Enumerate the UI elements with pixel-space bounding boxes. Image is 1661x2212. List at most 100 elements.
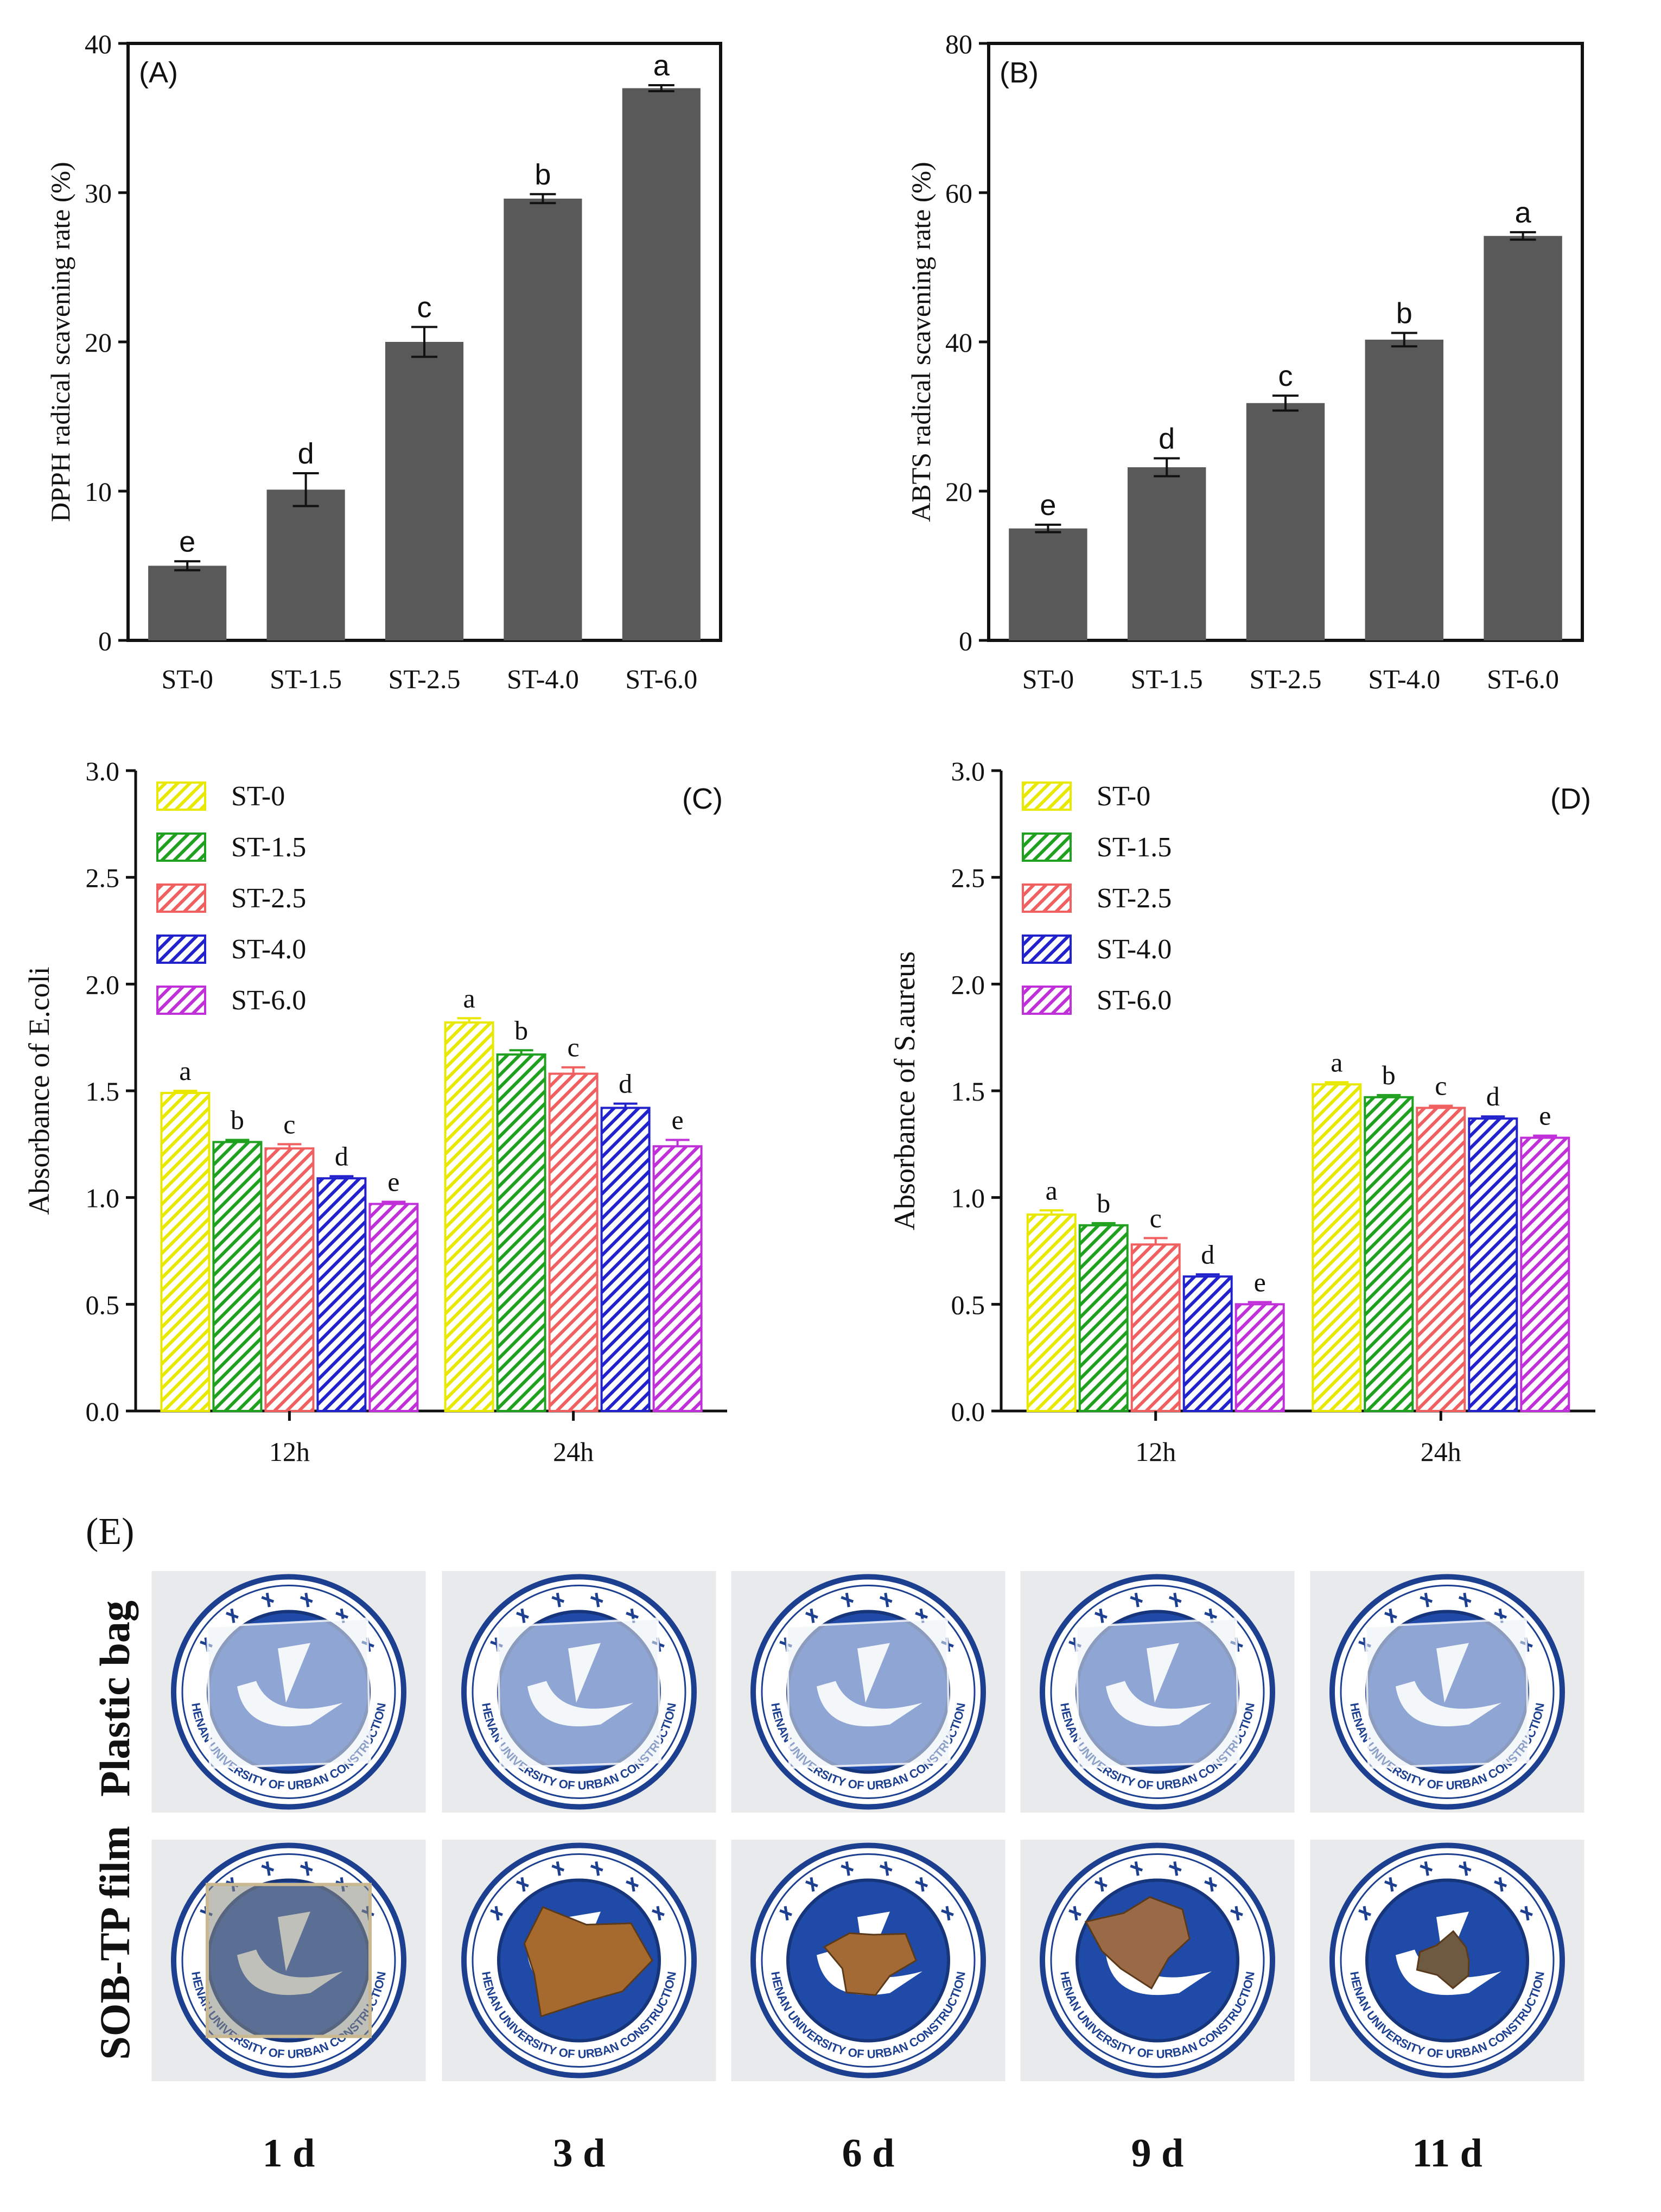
legend-label-ST-2.5: ST-2.5 xyxy=(1097,883,1172,914)
logo-calligraphy-glyph xyxy=(551,1592,565,1607)
logo-calligraphy-glyph xyxy=(941,1906,954,1921)
panel-e-label: (E) xyxy=(86,1511,134,1553)
logo-calligraphy-glyph xyxy=(805,1877,818,1892)
logo-calligraphy-glyph xyxy=(1168,1592,1182,1607)
significance-letter: c xyxy=(1278,360,1293,392)
plastic-bag-sheet xyxy=(496,1617,662,1769)
y-tick-label: 60 xyxy=(945,178,972,208)
logo-calligraphy-glyph xyxy=(626,1877,639,1892)
bar-ST-0 xyxy=(1009,528,1087,640)
significance-letter: e xyxy=(1254,1267,1266,1297)
bar-ST-4.0 xyxy=(504,199,582,640)
photo-sob-tp-film-day-4: HENAN UNIVERSITY OF URBAN CONSTRUCTION xyxy=(1020,1840,1295,2081)
y-tick-label: 1.0 xyxy=(951,1183,985,1213)
legend-label-ST-4.0: ST-4.0 xyxy=(1097,934,1172,965)
logo-calligraphy-glyph xyxy=(1458,1592,1472,1607)
significance-letter: b xyxy=(534,158,551,191)
bar-ST-4.0-24h xyxy=(1468,1117,1518,1412)
y-tick-label: 0.0 xyxy=(86,1396,120,1427)
sob-tp-film-sample xyxy=(1084,1896,1191,1990)
significance-letter: b xyxy=(514,1015,528,1045)
y-tick-label: 0.0 xyxy=(951,1396,985,1427)
bar-ST-6.0-12h xyxy=(368,1203,419,1412)
y-axis-title: ABTS radical scavening rate (%) xyxy=(906,162,936,522)
y-tick-label: 2.0 xyxy=(86,969,120,1000)
significance-letter: b xyxy=(1396,297,1412,330)
logo-calligraphy-glyph xyxy=(261,1592,275,1607)
legend-label-ST-1.5: ST-1.5 xyxy=(231,832,306,863)
x-tick-label: ST-6.0 xyxy=(625,664,697,694)
y-axis-title: DPPH radical scavening rate (%) xyxy=(45,162,75,522)
university-logo-ring-line xyxy=(181,1585,396,1799)
x-tick-label: 24h xyxy=(553,1436,594,1467)
y-tick-label: 0.5 xyxy=(86,1289,120,1320)
significance-letter: e xyxy=(1539,1101,1551,1131)
y-tick-label: 2.5 xyxy=(951,863,985,893)
x-tick-label: 12h xyxy=(269,1436,310,1467)
significance-letter: a xyxy=(463,983,475,1013)
university-logo-ring-line xyxy=(181,1853,396,2068)
y-tick-label: 10 xyxy=(85,476,112,507)
photo-sob-tp-film-day-2: HENAN UNIVERSITY OF URBAN CONSTRUCTION xyxy=(442,1840,716,2081)
y-tick-label: 2.5 xyxy=(86,863,120,893)
photo-plastic-bag-day-5: HENAN UNIVERSITY OF URBAN CONSTRUCTION xyxy=(1310,1571,1584,1813)
bar-ST-2.5 xyxy=(1246,403,1325,640)
university-logo-ring-line xyxy=(1050,1853,1265,2068)
logo-calligraphy-glyph xyxy=(841,1861,854,1876)
bar-ST-6.0 xyxy=(622,88,701,640)
panel-label: (D) xyxy=(1550,783,1591,815)
bar-ST-4.0-24h xyxy=(600,1107,651,1412)
logo-calligraphy-glyph xyxy=(915,1877,928,1892)
x-tick-label: ST-1.5 xyxy=(1131,664,1203,694)
legend-label-ST-4.0: ST-4.0 xyxy=(231,934,306,965)
bar-ST-6.0-12h xyxy=(1234,1303,1285,1412)
significance-letter: e xyxy=(1040,489,1056,522)
plastic-bag-sheet xyxy=(1074,1617,1240,1769)
significance-letter: c xyxy=(1435,1071,1447,1101)
bar-ST-6.0 xyxy=(1484,236,1562,640)
logo-calligraphy-glyph xyxy=(1204,1877,1217,1892)
sob-tp-film-sample xyxy=(1416,1930,1470,1989)
significance-letter: a xyxy=(653,49,670,82)
significance-letter: d xyxy=(1486,1081,1500,1111)
significance-letter: a xyxy=(179,1056,191,1086)
university-logo-ring-line xyxy=(761,1853,976,2068)
bar-ST-2.5 xyxy=(385,342,464,640)
university-logo-ring-line xyxy=(761,1585,976,1799)
x-tick-label: 24h xyxy=(1421,1436,1461,1467)
significance-letter: c xyxy=(567,1032,579,1063)
y-tick-label: 1.5 xyxy=(951,1076,985,1107)
significance-letter: e xyxy=(179,525,195,558)
logo-calligraphy-glyph xyxy=(1420,1861,1433,1876)
legend-swatch-ST-0 xyxy=(156,781,206,811)
photo-plastic-bag-day-2: HENAN UNIVERSITY OF URBAN CONSTRUCTION xyxy=(442,1571,716,1813)
legend-swatch-ST-4.0 xyxy=(156,935,206,964)
bar-ST-2.5-12h xyxy=(1130,1243,1181,1412)
logo-calligraphy-glyph xyxy=(490,1906,503,1921)
y-tick-label: 0 xyxy=(959,626,972,656)
university-logo-ring-line xyxy=(472,1853,686,2068)
bar-ST-0-24h xyxy=(1312,1083,1362,1412)
plastic-bag-sheet xyxy=(785,1617,951,1769)
panel-c-ecoli-chart: 0.0 0.5 1.0 1.5 2.0 2.5 3.0 a b c d e 12h a b c d e 24h ST-… xyxy=(23,756,727,1467)
logo-calligraphy-glyph xyxy=(1094,1877,1108,1892)
logo-calligraphy-glyph xyxy=(226,1608,239,1623)
sob-tp-film-sample xyxy=(523,1906,653,2018)
y-tick-label: 40 xyxy=(85,29,112,59)
logo-calligraphy-glyph xyxy=(261,1861,275,1876)
legend-swatch-ST-2.5 xyxy=(1022,883,1072,913)
legend-label-ST-6.0: ST-6.0 xyxy=(1097,985,1172,1016)
logo-calligraphy-glyph xyxy=(1068,1906,1081,1921)
y-axis-title: Absorbance of S.aureus xyxy=(888,951,921,1230)
col-label-day-11: 11 d xyxy=(1412,2131,1482,2176)
row-label-sob-tp-film: SOB-TP film xyxy=(91,1826,138,2060)
logo-calligraphy-glyph xyxy=(1130,1861,1143,1876)
x-tick-label: ST-2.5 xyxy=(389,664,461,694)
bar-ST-6.0-24h xyxy=(1520,1136,1570,1413)
panel-a-dpph-chart: 0 10 20 30 40 e ST-0 d ST-1.5 c ST-2.5 b ST-4.0 a ST-6… xyxy=(45,29,722,694)
y-tick-label: 0 xyxy=(98,626,112,656)
bar-ST-1.5 xyxy=(1127,467,1206,640)
significance-letter: b xyxy=(231,1104,244,1135)
significance-letter: e xyxy=(671,1104,683,1135)
